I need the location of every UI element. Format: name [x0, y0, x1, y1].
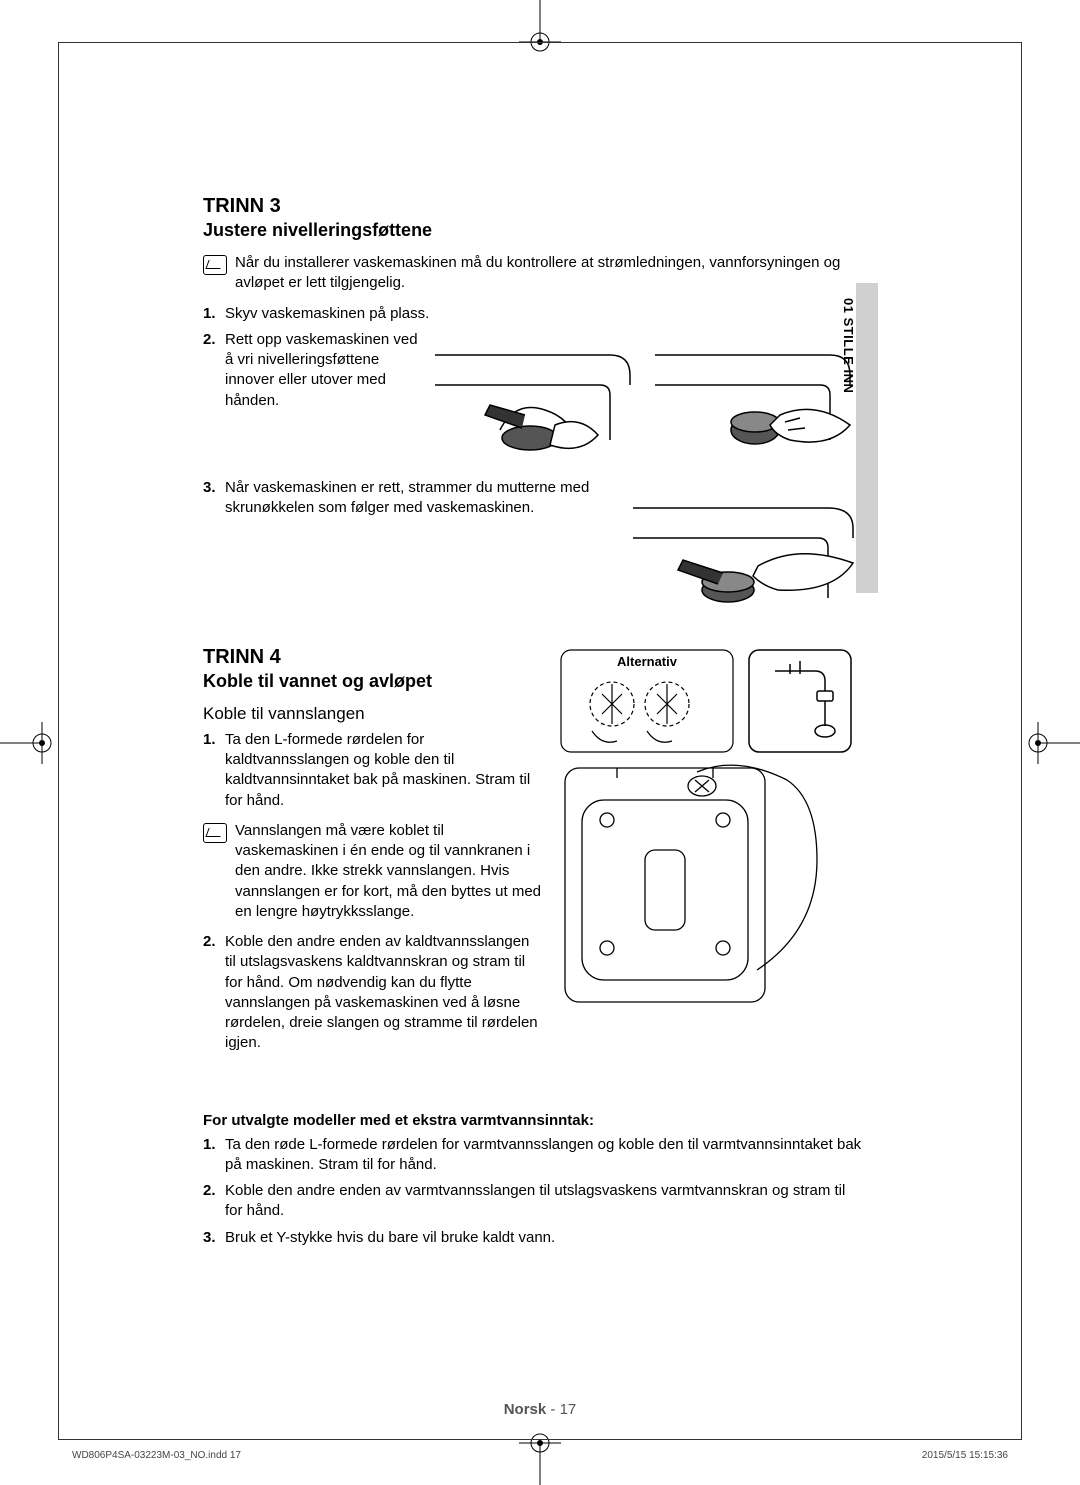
step4-sub-h: Koble til vannslangen — [203, 704, 543, 724]
step3-item-1: Skyv vaskemaskinen på plass. — [203, 304, 863, 324]
step4-note: Vannslangen må være koblet til vaskemask… — [203, 821, 543, 922]
step3-item-2: Rett opp vaskemaskinen ved å vri nivelle… — [203, 330, 863, 460]
print-timestamp: 2015/5/15 15:15:36 — [922, 1450, 1008, 1461]
step4a-item-1: Ta den L-formede rørdelen for kaldtvanns… — [203, 730, 543, 811]
page-footer: Norsk - 17 — [0, 1401, 1080, 1418]
indd-filename: WD806P4SA-03223M-03_NO.indd 17 — [72, 1450, 241, 1461]
crop-mark-right — [1020, 713, 1080, 773]
illustration-tighten-nut — [628, 478, 863, 618]
crop-mark-left — [0, 713, 60, 773]
step4-note-text: Vannslangen må være koblet til vaskemask… — [235, 821, 543, 922]
step4x-item-1: Ta den røde L-formede rørdelen for varmt… — [203, 1135, 863, 1176]
step4-list-a: Ta den L-formede rørdelen for kaldtvanns… — [203, 730, 543, 811]
step4x-item-3: Bruk et Y-stykke hvis du bare vil bruke … — [203, 1228, 863, 1248]
page-content: TRINN 3 Justere nivelleringsføttene Når … — [203, 195, 863, 1258]
step3-subtitle: Justere nivelleringsføttene — [203, 220, 863, 241]
step3-title: TRINN 3 — [203, 195, 863, 218]
step4-list-b: Koble den andre enden av kaldtvannsslang… — [203, 932, 543, 1054]
step4b-item-2: Koble den andre enden av kaldtvannsslang… — [203, 932, 543, 1054]
illustration-foot-adjust-2 — [650, 330, 860, 460]
step3-note-text: Når du installerer vaskemaskinen må du k… — [235, 253, 863, 294]
illustration-foot-adjust-1 — [430, 330, 640, 460]
step4-subtitle: Koble til vannet og avløpet — [203, 671, 543, 692]
step3-item-3: Når vaskemaskinen er rett, strammer du m… — [203, 478, 863, 618]
step4-section: TRINN 4 Koble til vannet og avløpet Kobl… — [203, 646, 863, 1248]
step3-section: TRINN 3 Justere nivelleringsføttene Når … — [203, 195, 863, 618]
alternative-label: Alternativ — [617, 654, 678, 669]
step4-extra-list: Ta den røde L-formede rørdelen for varmt… — [203, 1135, 863, 1248]
step3-note: Når du installerer vaskemaskinen må du k… — [203, 253, 863, 294]
note-icon — [203, 255, 227, 275]
step4-title: TRINN 4 — [203, 646, 543, 669]
note-icon — [203, 823, 227, 843]
step4x-item-2: Koble den andre enden av varmtvannsslang… — [203, 1181, 863, 1222]
illustration-water-connection: Alternativ — [557, 646, 863, 1015]
step3-list: Skyv vaskemaskinen på plass. Rett opp va… — [203, 304, 863, 618]
extra-heading: For utvalgte modeller med et ekstra varm… — [203, 1112, 863, 1129]
